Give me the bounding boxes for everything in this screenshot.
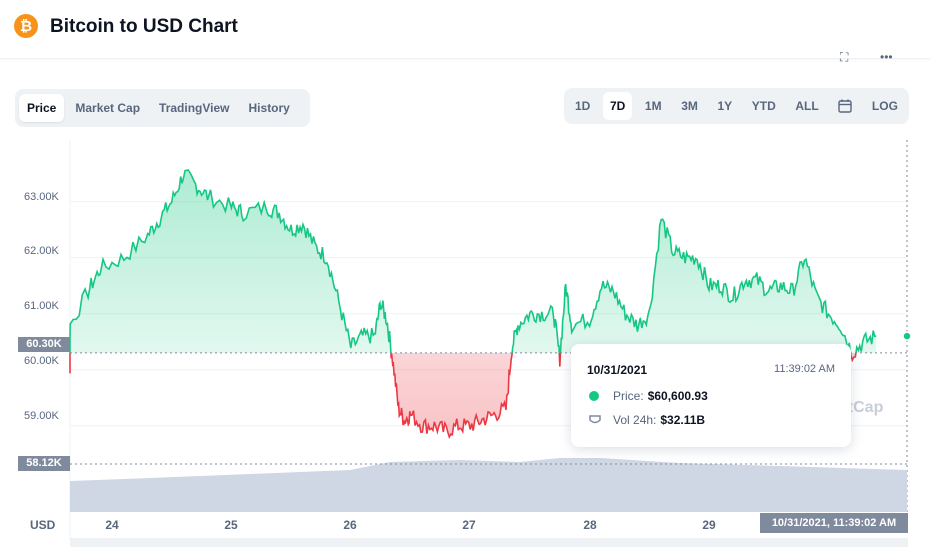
price-area-up <box>70 169 877 353</box>
page-title: Bitcoin to USD Chart <box>50 16 238 37</box>
range-1y-button[interactable]: 1Y <box>717 99 733 113</box>
tab-tradingview[interactable]: TradingView <box>159 101 230 115</box>
calendar-icon[interactable] <box>831 92 859 120</box>
tab-history[interactable]: History <box>248 101 290 115</box>
y-tick-label: 61.00K <box>24 300 59 312</box>
tooltip-price-label: Price: <box>613 389 644 403</box>
chart-type-tabs: Price Market Cap TradingView History <box>15 89 310 127</box>
x-tick-label: 28 <box>583 518 597 532</box>
volume-tag: 58.12K <box>18 456 70 471</box>
range-1d-button[interactable]: 1D <box>575 99 591 113</box>
current-price-marker <box>902 331 912 341</box>
tab-market-cap[interactable]: Market Cap <box>75 101 141 115</box>
y-tick-label: 60.00K <box>24 355 59 367</box>
x-tick-label: 29 <box>702 518 716 532</box>
price-line-down <box>69 352 857 439</box>
range-3m-button[interactable]: 3M <box>681 99 698 113</box>
x-tick-label: 25 <box>224 518 238 532</box>
tooltip-price-value: $60,600.93 <box>647 389 708 403</box>
crosshair-date-tag: 10/31/2021, 11:39:02 AM <box>760 513 908 533</box>
tooltip-volume-label: Vol 24h: <box>613 413 657 427</box>
volume-area <box>70 458 907 512</box>
range-ytd-button[interactable]: YTD <box>751 99 776 113</box>
y-tick-label: 62.00K <box>24 245 59 257</box>
tooltip-time: 11:39:02 AM <box>774 363 835 375</box>
more-options-icon[interactable]: ••• <box>880 50 893 64</box>
x-tick-label: 24 <box>105 518 119 532</box>
x-axis-unit: USD <box>30 518 56 532</box>
volume-shield-icon <box>589 414 601 426</box>
baseline-price-tag: 60.30K <box>18 337 70 352</box>
tooltip-volume-row: Vol 24h: $32.11B <box>589 413 705 427</box>
y-tick-label: 63.00K <box>24 191 59 203</box>
range-7d-button[interactable]: 7D <box>602 92 633 120</box>
time-range-selector: 1D 7D 1M 3M 1Y YTD ALL LOG <box>564 88 909 124</box>
range-1m-button[interactable]: 1M <box>644 99 662 113</box>
tooltip-volume-value: $32.11B <box>660 413 706 427</box>
range-scrollbar[interactable] <box>70 538 908 547</box>
price-line-up <box>69 168 877 353</box>
x-tick-label: 27 <box>462 518 476 532</box>
fullscreen-icon[interactable]: ⛶ <box>840 50 849 64</box>
price-area-down <box>70 352 856 437</box>
range-log-button[interactable]: LOG <box>871 99 898 113</box>
tooltip-date: 10/31/2021 <box>587 363 648 377</box>
price-tooltip: 10/31/2021 11:39:02 AM Price: $60,600.93… <box>571 344 851 447</box>
y-tick-label: 59.00K <box>24 410 59 422</box>
range-all-button[interactable]: ALL <box>795 99 819 113</box>
price-dot-icon <box>589 391 599 401</box>
x-tick-label: 26 <box>343 518 357 532</box>
tab-price[interactable]: Price <box>19 94 65 122</box>
tooltip-price-row: Price: $60,600.93 <box>589 389 708 403</box>
bitcoin-logo-icon: ₿ <box>14 14 38 38</box>
chart-header: ₿ Bitcoin to USD Chart ⛶ ••• <box>0 0 930 64</box>
